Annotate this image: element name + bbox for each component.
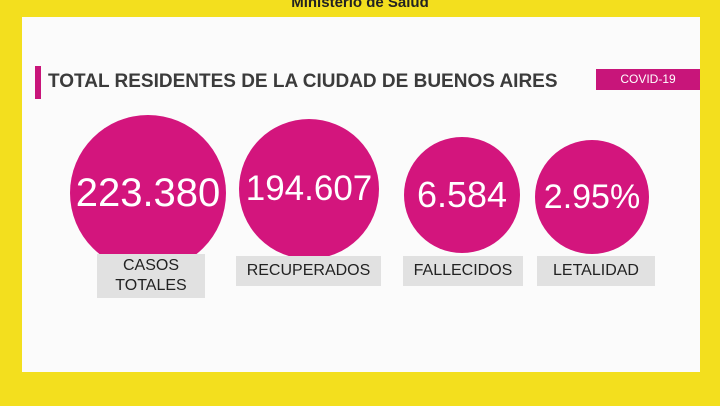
stat-label: FALLECIDOS: [403, 256, 523, 286]
tag: COVID-19: [596, 69, 700, 90]
stat-circle: 194.607: [239, 119, 379, 259]
stat-circle: 2.95%: [535, 140, 649, 254]
stat-circle: 223.380: [70, 115, 226, 271]
ministry-name: Ministerio de Salud: [291, 0, 429, 11]
stat-label: CASOS TOTALES: [97, 254, 205, 298]
title-accent: [35, 66, 41, 99]
stat-label: LETALIDAD: [537, 256, 655, 286]
title: TOTAL RESIDENTES DE LA CIUDAD DE BUENOS …: [48, 71, 558, 92]
stat-label: RECUPERADOS: [236, 256, 381, 286]
stat-circle: 6.584: [404, 137, 520, 253]
